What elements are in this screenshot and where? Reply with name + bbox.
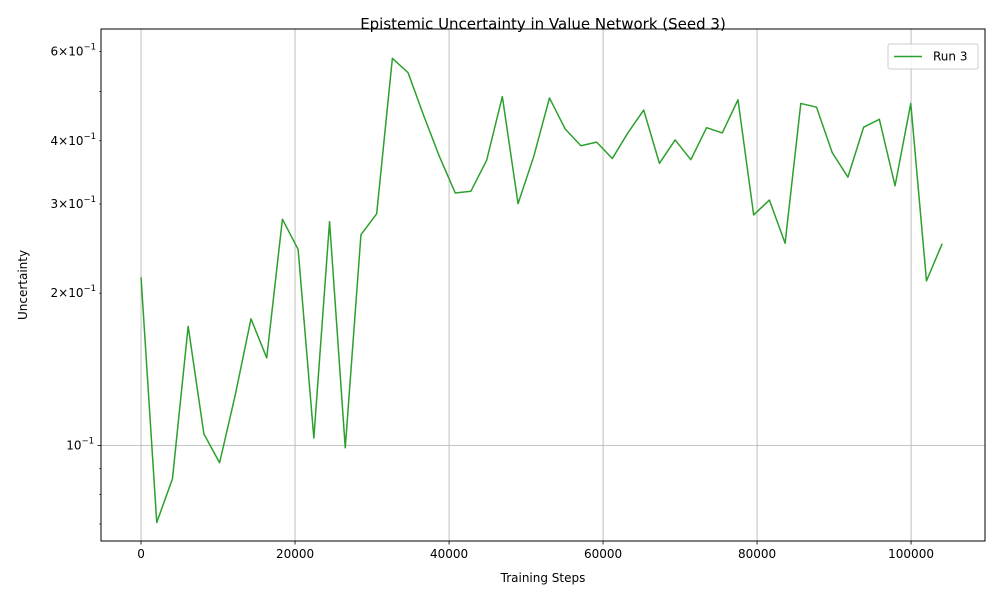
data-point (470, 190, 472, 192)
data-point (643, 109, 645, 111)
data-point (721, 132, 723, 134)
data-point (203, 433, 205, 435)
series-line-run-3 (140, 57, 943, 524)
data-point (533, 155, 535, 157)
data-point (313, 437, 315, 439)
data-point (140, 276, 142, 278)
data-point (752, 214, 754, 216)
data-point (595, 141, 597, 143)
data-point (266, 357, 268, 359)
y-tick-label: 10−1 (66, 437, 94, 453)
data-point (548, 97, 550, 99)
data-point (375, 213, 377, 215)
data-point (878, 118, 880, 120)
y-minor-tick-label: 3×10−1 (51, 195, 97, 211)
data-point (564, 128, 566, 130)
data-point (297, 248, 299, 250)
x-tick-label: 80000 (738, 547, 776, 561)
data-point (925, 280, 927, 282)
data-point (423, 115, 425, 117)
data-point (360, 233, 362, 235)
y-minor-tick-label: 4×10−1 (51, 132, 97, 148)
x-tick-label: 100000 (888, 547, 934, 561)
data-point (800, 102, 802, 104)
data-point (250, 318, 252, 320)
y-minor-tick-label: 2×10−1 (51, 284, 97, 300)
data-point (407, 72, 409, 74)
data-point (234, 394, 236, 396)
data-point (815, 106, 817, 108)
data-point (705, 127, 707, 129)
data-point (737, 99, 739, 101)
data-point (611, 157, 613, 159)
x-axis-ticks: 0 20000 40000 60000 80000 100000 (137, 541, 934, 561)
data-point (501, 95, 503, 97)
legend-label: Run 3 (933, 50, 967, 64)
data-point (218, 462, 220, 464)
plot-area-frame (100, 28, 986, 542)
y-minor-tick-label: 6×10−1 (51, 43, 97, 59)
data-point (391, 57, 393, 59)
series-layer (140, 57, 943, 524)
data-point (674, 139, 676, 141)
data-point (910, 102, 912, 104)
data-point (847, 176, 849, 178)
data-point (187, 325, 189, 327)
data-point (894, 185, 896, 187)
data-point (344, 447, 346, 449)
x-tick-label: 60000 (584, 547, 622, 561)
data-point (690, 159, 692, 161)
data-point (862, 126, 864, 128)
data-point (768, 199, 770, 201)
x-tick-label: 40000 (430, 547, 468, 561)
y-axis-ticks: 10−1 2×10−1 3×10−1 4×10−1 6×10−1 (51, 43, 101, 525)
data-point (454, 192, 456, 194)
y-axis-label: Uncertainty (16, 250, 30, 320)
data-point (658, 162, 660, 164)
x-tick-label: 0 (137, 547, 145, 561)
legend: Run 3 (887, 43, 979, 70)
x-axis-label: Training Steps (500, 571, 586, 585)
chart-title: Epistemic Uncertainty in Value Network (… (360, 15, 726, 33)
data-point (156, 521, 158, 523)
data-point (784, 242, 786, 244)
data-point (831, 151, 833, 153)
data-point (328, 220, 330, 222)
data-point (485, 159, 487, 161)
legend-frame (887, 43, 979, 70)
data-point (281, 218, 283, 220)
data-point (941, 242, 943, 244)
data-point (517, 202, 519, 204)
data-point (627, 131, 629, 133)
x-tick-label: 20000 (276, 547, 314, 561)
data-point (580, 145, 582, 147)
data-point (438, 156, 440, 158)
data-point (171, 478, 173, 480)
